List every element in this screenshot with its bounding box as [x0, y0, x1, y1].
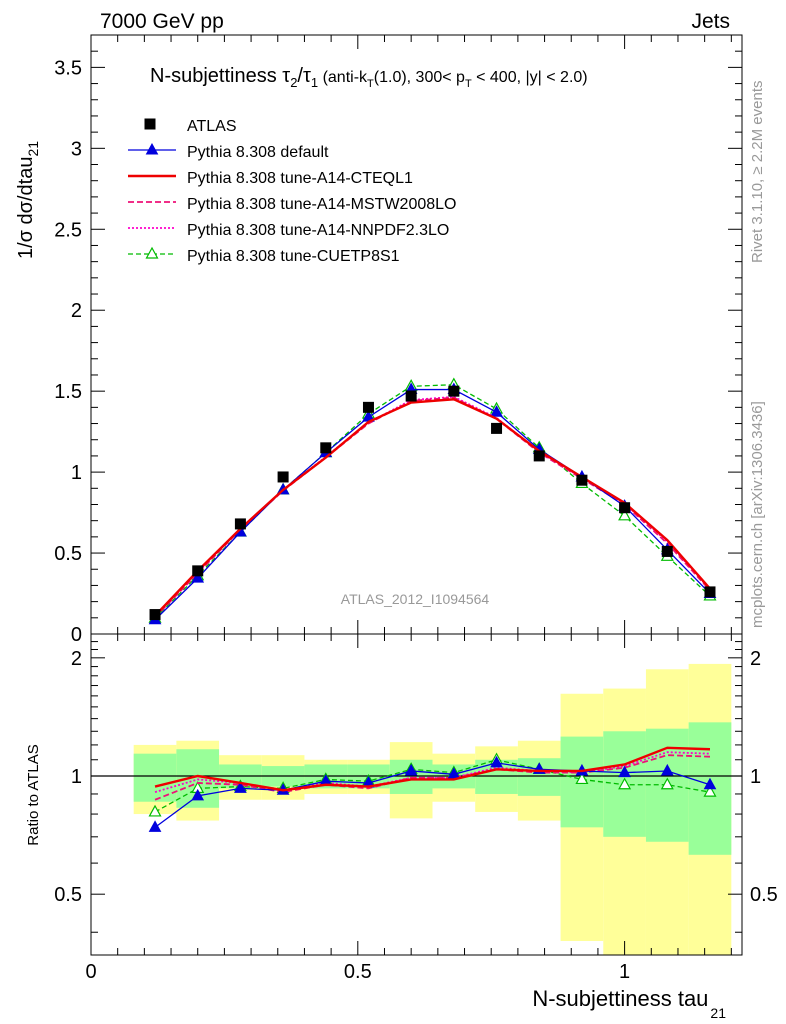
- data-point: [362, 401, 374, 413]
- ratio-point: [575, 772, 589, 785]
- legend-entry: Pythia 8.308 tune-A14-MSTW2008LO: [128, 196, 456, 213]
- legend-label: Pythia 8.308 tune-A14-CTEQL1: [187, 170, 413, 187]
- ratio-series-line: [154, 746, 711, 792]
- data-point: [277, 471, 289, 483]
- x-tick-label: 1: [619, 961, 630, 983]
- legend-marker: [145, 142, 159, 155]
- y-tick-label: 1: [71, 462, 82, 484]
- ratio-point: [660, 777, 674, 790]
- y-tick-label: 3.5: [54, 57, 82, 79]
- data-point: [234, 518, 246, 530]
- legend-label: Pythia 8.308 tune-A14-MSTW2008LO: [187, 196, 456, 213]
- data-point: [491, 422, 503, 434]
- data-point: [405, 390, 417, 402]
- ratio-tick-label: 2: [71, 648, 82, 670]
- data-point: [192, 565, 204, 577]
- ratio-series-line: [154, 754, 711, 801]
- ratio-band-inner: [133, 753, 177, 802]
- series-line: [154, 388, 711, 621]
- ratio-point: [703, 777, 717, 790]
- y-tick-label: 1.5: [54, 381, 82, 403]
- data-point: [448, 385, 460, 397]
- ratio-axis-title: Ratio to ATLAS: [25, 744, 42, 845]
- legend-entry: ATLAS: [144, 118, 237, 135]
- x-tick-label: 0.5: [344, 961, 372, 983]
- legend-label: Pythia 8.308 tune-A14-NNPDF2.3LO: [187, 222, 449, 239]
- ratio-series-line: [154, 762, 711, 828]
- legend-entry: Pythia 8.308 tune-CUETP8S1: [128, 246, 400, 265]
- legend: ATLAS Pythia 8.308 default Pythia 8.308 tu…: [128, 118, 456, 265]
- ratio-point: [490, 755, 503, 768]
- ratio-point: [618, 777, 632, 790]
- legend-label: ATLAS: [187, 118, 237, 135]
- ratio-panel-frame: [90, 633, 743, 956]
- legend-label: Pythia 8.308 tune-CUETP8S1: [187, 248, 400, 265]
- series-point: [490, 405, 503, 417]
- analysis-tag: ATLAS_2012_I1094564: [341, 591, 490, 607]
- data-point: [619, 502, 631, 514]
- data-point: [576, 474, 588, 486]
- ratio-point: [148, 820, 162, 832]
- axes: 0 0.5 1 0 0.5 1 1.5 2 2.5 3 3.5 0.5 0.5 1 1 2 2: [54, 34, 778, 983]
- ratio-series: [148, 746, 717, 832]
- ratio-uncertainty-bands: [91, 663, 742, 955]
- y-tick-label: 3: [71, 138, 82, 160]
- legend-entry: Pythia 8.308 tune-A14-NNPDF2.3LO: [128, 222, 449, 239]
- legend-marker: [144, 118, 156, 130]
- series-point: [618, 508, 632, 521]
- y-axis-title: 1/σ dσ/dtau21: [15, 141, 41, 259]
- ratio-tick-label: 1: [71, 766, 82, 788]
- ratio-tick-label-right: 0.5: [750, 884, 778, 906]
- ratio-point: [404, 763, 418, 776]
- legend-entry: Pythia 8.308 default: [128, 142, 329, 161]
- rivet-label: Rivet 3.1.10, ≥ 2.2M events: [749, 81, 766, 264]
- x-axis-title: N-subjettiness tau21: [532, 986, 726, 1021]
- ratio-tick-label-right: 2: [750, 648, 761, 670]
- legend-entry: Pythia 8.308 tune-A14-CTEQL1: [128, 170, 413, 187]
- legend-label: Pythia 8.308 default: [187, 144, 329, 161]
- y-tick-label: 2: [71, 300, 82, 322]
- ratio-tick-label: 0.5: [54, 884, 82, 906]
- ratio-tick-label-right: 1: [750, 766, 761, 788]
- data-point: [661, 545, 673, 557]
- ratio-point: [618, 765, 631, 778]
- mcplots-label: mcplots.cern.ch [arXiv:1306.3436]: [749, 401, 766, 628]
- y-tick-label: 0.5: [54, 543, 82, 565]
- ratio-point: [148, 804, 162, 817]
- process-label: Jets: [691, 10, 730, 33]
- legend-marker: [145, 246, 159, 259]
- series-line: [154, 384, 711, 619]
- ratio-point: [660, 763, 674, 776]
- energy-label: 7000 GeV pp: [100, 10, 224, 33]
- y-tick-label: 2.5: [54, 219, 82, 241]
- series-point: [191, 571, 205, 583]
- x-tick-label: 0: [85, 961, 96, 983]
- data-point: [149, 609, 161, 621]
- y-tick-label: 0: [71, 624, 82, 646]
- ratio-point: [703, 784, 717, 797]
- ratio-point: [234, 781, 247, 793]
- main-series: [148, 377, 717, 625]
- ratio-point: [191, 788, 205, 801]
- data-point: [704, 586, 716, 598]
- data-point: [320, 442, 332, 454]
- series-line: [154, 398, 711, 617]
- chart-title: N-subjettiness τ2/τ1 (anti-kT(1.0), 300<…: [150, 65, 588, 90]
- data-point: [533, 450, 545, 462]
